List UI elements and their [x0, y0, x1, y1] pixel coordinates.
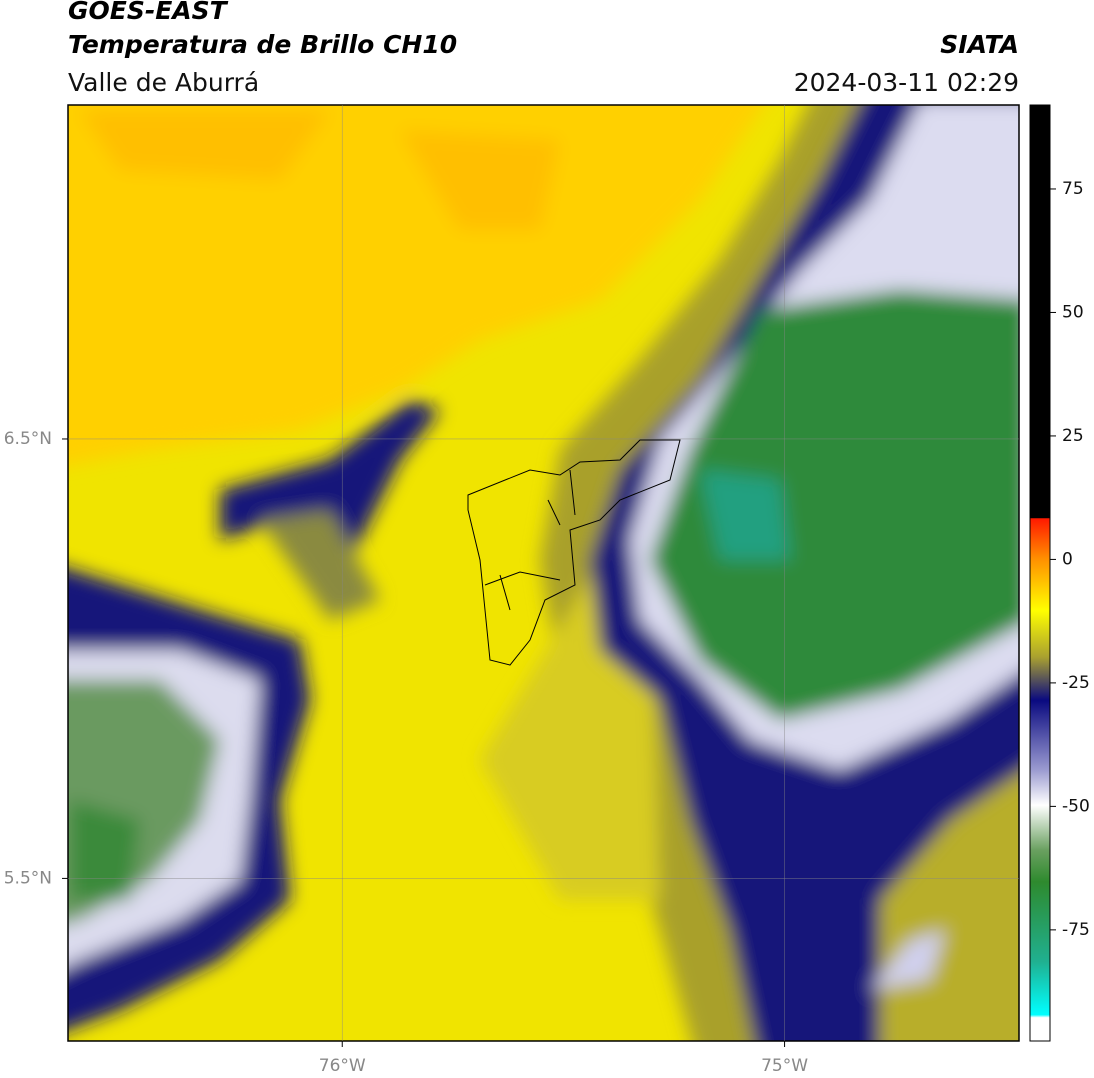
x-tick-label: 75°W [761, 1056, 808, 1076]
colorbar-tick-label: 25 [1062, 426, 1084, 446]
agency: SIATA [940, 30, 1019, 59]
colorbar-tick-label: -25 [1062, 673, 1090, 693]
colorbar [1029, 104, 1051, 1042]
region: Valle de Aburrá [68, 68, 259, 97]
y-tick-label: 6.5°N [4, 429, 52, 449]
map-frame [67, 104, 1020, 1042]
colorbar-tick-label: -75 [1062, 920, 1090, 940]
datetime: 2024-03-11 02:29 [794, 68, 1019, 97]
satellite-image [68, 105, 1019, 1041]
colorbar-tick-label: -50 [1062, 796, 1090, 816]
satellite: GOES-EAST [68, 0, 229, 25]
colorbar-tick-label: 0 [1062, 549, 1073, 569]
colorbar-tick-label: 75 [1062, 179, 1084, 199]
product: Temperatura de Brillo CH10 [68, 30, 457, 59]
y-tick-label: 5.5°N [4, 868, 52, 888]
colorbar-tick-label: 50 [1062, 302, 1084, 322]
x-tick-label: 76°W [319, 1056, 366, 1076]
